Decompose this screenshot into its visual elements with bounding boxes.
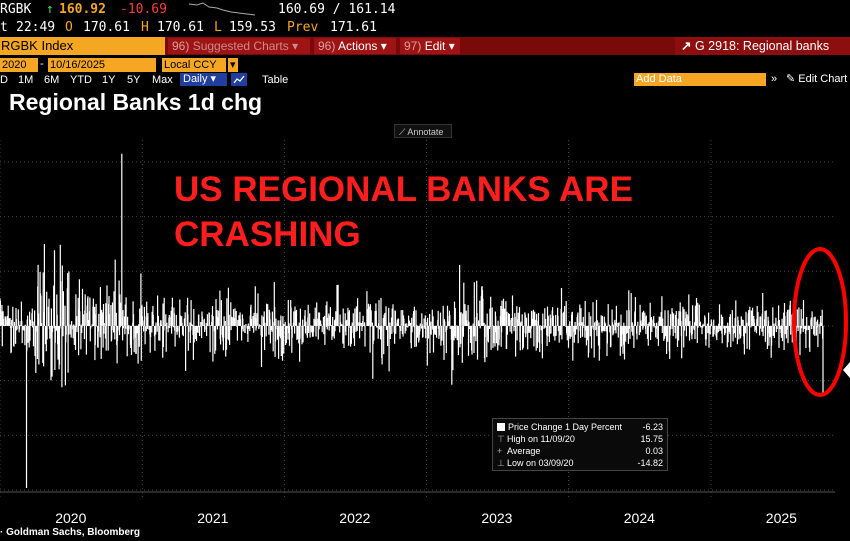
currency-select[interactable]: Local CCY (162, 58, 226, 72)
bid-ask: 160.69 / 161.14 (278, 2, 396, 17)
end-date-input[interactable]: 10/16/2025 (48, 58, 156, 72)
external-link-icon[interactable]: ↗ (681, 39, 692, 53)
x-tick-label: 2025 (766, 510, 797, 526)
x-tick-label: 2021 (197, 510, 228, 526)
table-button[interactable]: Table (262, 74, 289, 86)
legend-low-value: -14.82 (637, 458, 663, 468)
headline-line-2: CRASHING (174, 215, 361, 254)
date-separator: - (40, 58, 44, 70)
x-tick-label: 2024 (624, 510, 655, 526)
legend-average: + Average 0.03 (497, 445, 663, 457)
legend-high-label: High on 11/09/20 (507, 434, 575, 444)
actions-num: 96) (318, 39, 336, 53)
prev-value: 171.61 (330, 20, 377, 35)
low-value: 159.53 (229, 20, 276, 35)
function-bar: RGBK Index 96) Suggested Charts ▾ 96) Ac… (0, 37, 850, 55)
open-label: O (65, 20, 73, 35)
ticker-row-2: t 22:49 O 170.61 H 170.61 L 159.53 Prev … (0, 19, 850, 37)
sparkline (188, 2, 256, 16)
row2-prefix: t (0, 20, 8, 35)
suggested-label: Suggested Charts (192, 39, 289, 53)
legend-avg-label: Average (507, 446, 541, 456)
up-arrow-icon: ↑ (46, 2, 54, 17)
frequency-select[interactable]: Daily ▾ (180, 73, 227, 86)
annotate-label: Annotate (407, 127, 444, 137)
legend-box: Price Change 1 Day Percent -6.23 ⊤ High o… (492, 418, 668, 471)
quote-time: 22:49 (16, 20, 56, 35)
last-price: 160.92 (59, 2, 106, 17)
legend-series-value: -6.23 (642, 422, 663, 432)
open-value: 170.61 (83, 20, 130, 35)
range-1y[interactable]: 1Y (102, 74, 116, 86)
edit-chart-button[interactable]: ✎ Edit Chart (786, 73, 847, 86)
suggested-charts-button[interactable]: 96) Suggested Charts ▾ (168, 38, 310, 54)
range-5y[interactable]: 5Y (127, 74, 141, 86)
source-text: Goldman Sachs, Bloomberg (6, 527, 141, 538)
x-tick-label: 2022 (339, 510, 370, 526)
series-bars (0, 153, 824, 488)
price-change: -10.69 (120, 2, 167, 17)
line-chart-icon[interactable] (231, 73, 247, 86)
window-title: ↗ G 2918: Regional banks (675, 37, 850, 55)
window-title-text: G 2918: Regional banks (694, 39, 830, 53)
start-date-input[interactable]: 2020 (0, 58, 38, 72)
low-label: L (214, 20, 222, 35)
legend-low-label: Low on 03/09/20 (507, 458, 574, 468)
legend-series-label: Price Change 1 Day Percent (508, 422, 623, 432)
frequency-label: Daily (183, 73, 208, 85)
low-marker-icon: ⊥ (497, 458, 505, 468)
annotate-icon: ⟋ (399, 127, 406, 137)
range-d[interactable]: D (0, 74, 8, 86)
ticker-row-1: RGBK ↑ 160.92 -10.69 160.69 / 161.14 (0, 1, 850, 19)
security-input[interactable]: RGBK Index (0, 37, 165, 55)
legend-high-value: 15.75 (640, 434, 663, 444)
dropdown-arrow-icon: ▾ (210, 73, 217, 85)
highlight-circle (792, 247, 848, 397)
dropdown-arrow-icon: ▾ (448, 39, 455, 53)
fast-forward-icon[interactable]: » (771, 73, 778, 85)
annotate-button[interactable]: ⟋ Annotate (394, 124, 452, 138)
pencil-icon: ✎ (786, 73, 796, 85)
ticker-symbol: RGBK (0, 2, 32, 17)
range-6m[interactable]: 6M (44, 74, 60, 86)
chart-title: Regional Banks 1d chg (9, 89, 263, 115)
actions-button[interactable]: 96) Actions ▾ (314, 38, 396, 54)
legend-series: Price Change 1 Day Percent -6.23 (497, 421, 663, 433)
legend-high: ⊤ High on 11/09/20 15.75 (497, 433, 663, 445)
average-marker-icon: + (497, 446, 503, 456)
dropdown-arrow-icon: ▾ (380, 39, 387, 53)
suggested-num: 96) (172, 39, 190, 53)
headline-annotation: US REGIONAL BANKS ARE CRASHING (174, 167, 633, 257)
dropdown-arrow-icon: ▾ (292, 39, 299, 53)
range-max[interactable]: Max (152, 74, 173, 86)
edit-chart-label: Edit Chart (798, 73, 848, 85)
high-value: 170.61 (157, 20, 204, 35)
x-tick-label: 2020 (55, 510, 86, 526)
currency-dropdown-icon[interactable]: ▾ (228, 58, 238, 72)
prev-label: Prev (287, 20, 319, 35)
actions-label: Actions (338, 39, 378, 53)
high-label: H (141, 20, 149, 35)
edit-label: Edit (424, 39, 446, 53)
source-icon: · (0, 527, 4, 538)
x-tick-labels: 2020 2021 2022 2023 2024 2025 (55, 510, 797, 526)
high-marker-icon: ⊤ (497, 434, 505, 444)
legend-avg-value: 0.03 (645, 446, 663, 456)
headline-line-1: US REGIONAL BANKS ARE (174, 170, 633, 209)
x-tick-label: 2023 (481, 510, 512, 526)
range-1m[interactable]: 1M (18, 74, 34, 86)
last-value-marker (843, 362, 850, 378)
source-note: · Goldman Sachs, Bloomberg (0, 527, 140, 538)
edit-button[interactable]: 97) Edit ▾ (400, 38, 460, 54)
chart-toolbar: 2020 - 10/16/2025 Local CCY ▾ D 1M 6M YT… (0, 56, 850, 88)
series-swatch (497, 423, 505, 431)
range-ytd[interactable]: YTD (70, 74, 92, 86)
legend-low: ⊥ Low on 03/09/20 -14.82 (497, 457, 663, 469)
add-data-input[interactable]: Add Data (634, 73, 766, 86)
edit-num: 97) (404, 39, 422, 53)
